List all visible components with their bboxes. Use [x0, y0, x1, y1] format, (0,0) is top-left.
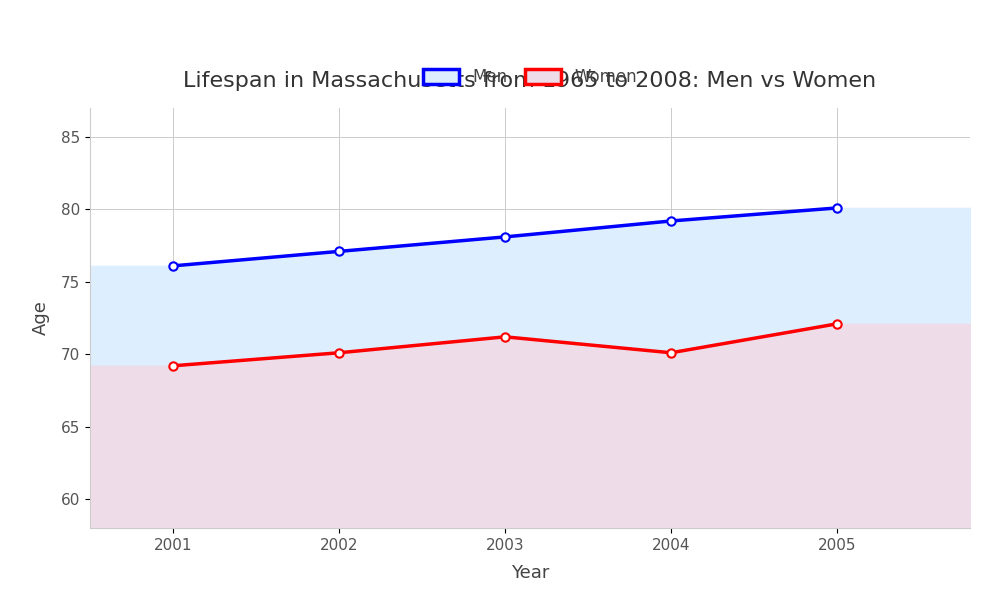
Legend: Men, Women: Men, Women	[416, 62, 644, 93]
X-axis label: Year: Year	[511, 564, 549, 582]
Y-axis label: Age: Age	[32, 301, 50, 335]
Title: Lifespan in Massachusetts from 1965 to 2008: Men vs Women: Lifespan in Massachusetts from 1965 to 2…	[183, 71, 877, 91]
